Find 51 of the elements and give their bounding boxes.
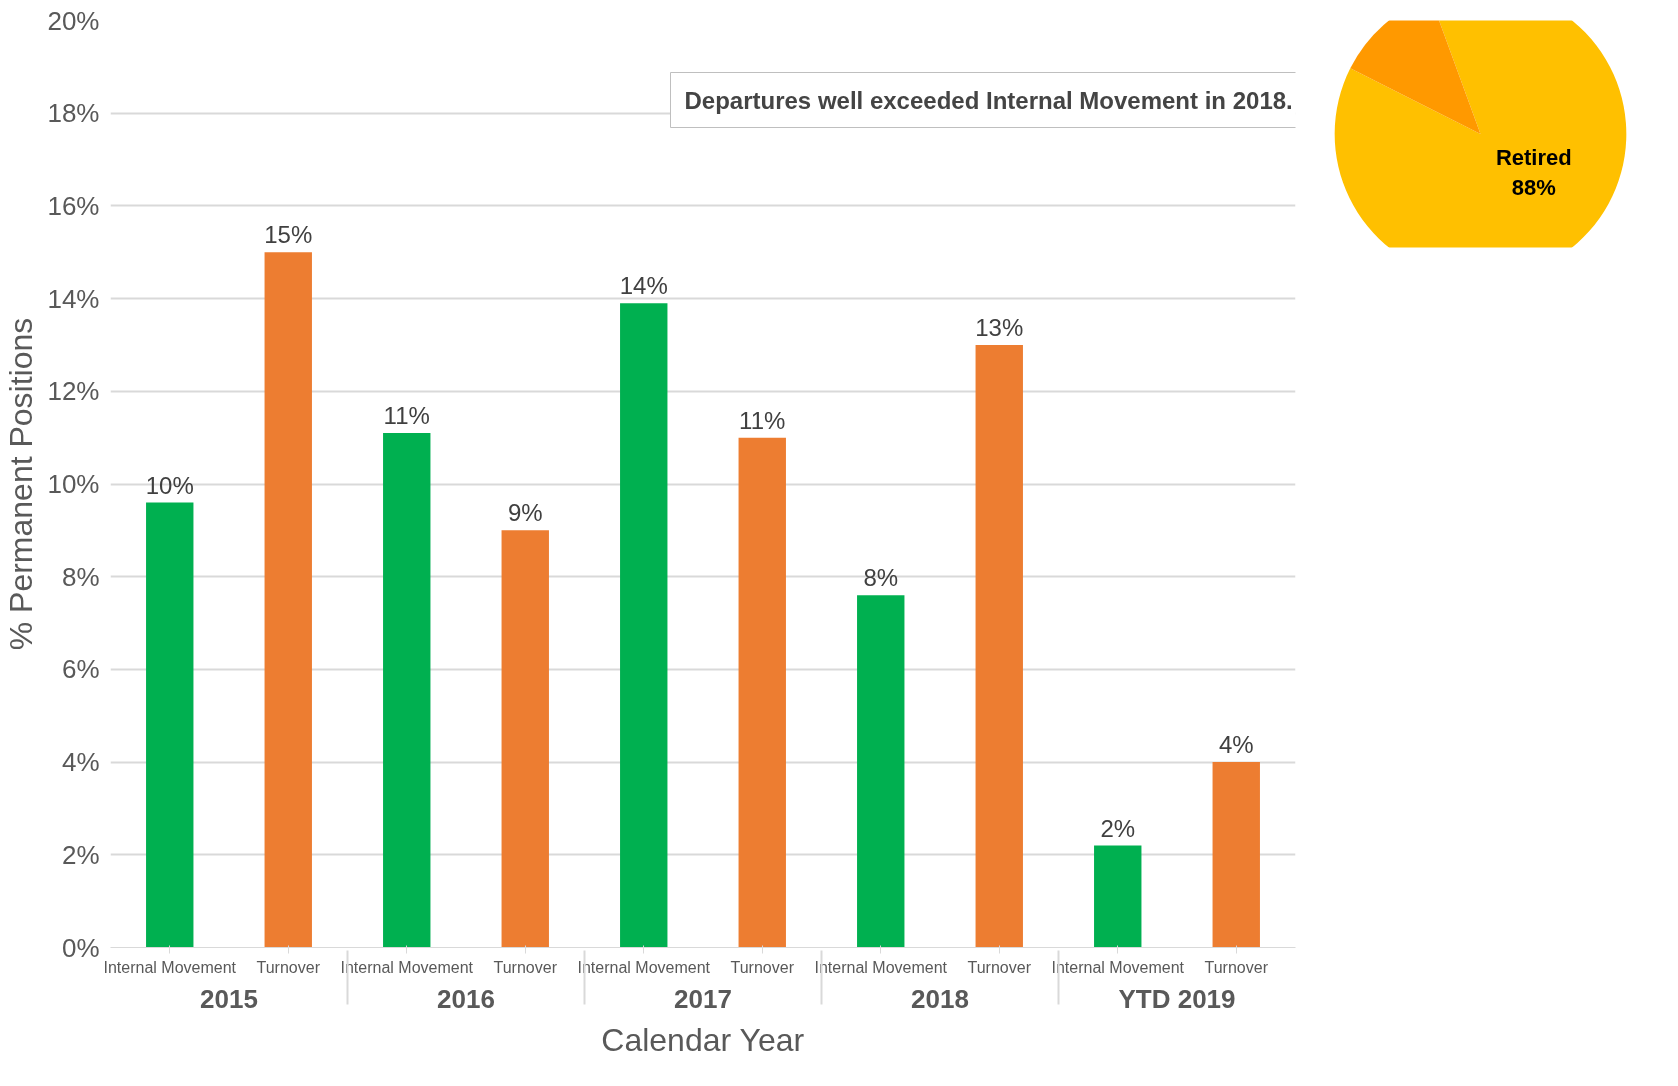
bar bbox=[620, 303, 668, 948]
y-tick-label: 14% bbox=[47, 283, 100, 314]
text: Turnover bbox=[1204, 958, 1268, 976]
bar bbox=[146, 502, 194, 948]
bar bbox=[1212, 762, 1260, 948]
text: Internal Movement bbox=[1051, 958, 1185, 976]
x-tick-label: 2016 bbox=[437, 983, 495, 1014]
annotation: Departures well exceeded Internal Movement in 2018. bbox=[684, 86, 1293, 114]
y-tick-label: 10% bbox=[47, 469, 100, 499]
bar bbox=[501, 530, 549, 948]
bar bbox=[1094, 845, 1142, 948]
y-tick-label: 20% bbox=[47, 5, 100, 36]
bar bbox=[857, 595, 905, 948]
y-tick-label: 8% bbox=[61, 561, 100, 592]
y-tick-label: 0% bbox=[61, 932, 100, 963]
y-axis-title: % Permanent Positions bbox=[3, 317, 40, 651]
text: Turnover bbox=[493, 958, 557, 976]
text: Internal Movement bbox=[340, 958, 474, 976]
data-label: 11% bbox=[383, 402, 430, 430]
series-label: Turnover bbox=[256, 958, 321, 976]
data-label: 2% bbox=[1100, 814, 1136, 842]
text: Internal Movement bbox=[577, 958, 711, 976]
data-label: 88% bbox=[1511, 175, 1556, 201]
data-label: 4% bbox=[1218, 731, 1254, 759]
data-label: 13% bbox=[975, 313, 1024, 341]
x-tick-label: YTD 2019 bbox=[1118, 983, 1236, 1014]
bar bbox=[383, 433, 431, 948]
bar bbox=[264, 252, 312, 948]
slice-label: Retired bbox=[1495, 145, 1572, 171]
x-axis-title: Calendar Year bbox=[601, 1021, 805, 1058]
x-tick-label: 2015 bbox=[200, 983, 258, 1014]
y-tick-label: 4% bbox=[61, 747, 100, 778]
data-label: 9% bbox=[507, 499, 543, 527]
bar bbox=[738, 437, 786, 948]
data-label: 14% bbox=[619, 272, 668, 300]
y-tick-label: 18% bbox=[47, 98, 100, 129]
y-tick-label: 16% bbox=[47, 190, 100, 221]
y-tick-label: 12% bbox=[47, 376, 100, 407]
text: Turnover bbox=[967, 958, 1031, 976]
x-tick-label: 2017 bbox=[674, 983, 732, 1014]
data-label: 15% bbox=[264, 221, 313, 249]
text: Turnover bbox=[730, 958, 794, 976]
data-label: 11% bbox=[739, 406, 786, 434]
y-tick-label: 2% bbox=[61, 839, 100, 870]
bar bbox=[975, 344, 1023, 948]
series-label: Internal Movement bbox=[103, 958, 237, 976]
text: Internal Movement bbox=[814, 958, 948, 976]
data-label: 8% bbox=[863, 564, 899, 592]
data-label: 10% bbox=[145, 471, 194, 499]
x-tick-label: 2018 bbox=[911, 983, 969, 1014]
y-tick-label: 6% bbox=[61, 654, 100, 685]
